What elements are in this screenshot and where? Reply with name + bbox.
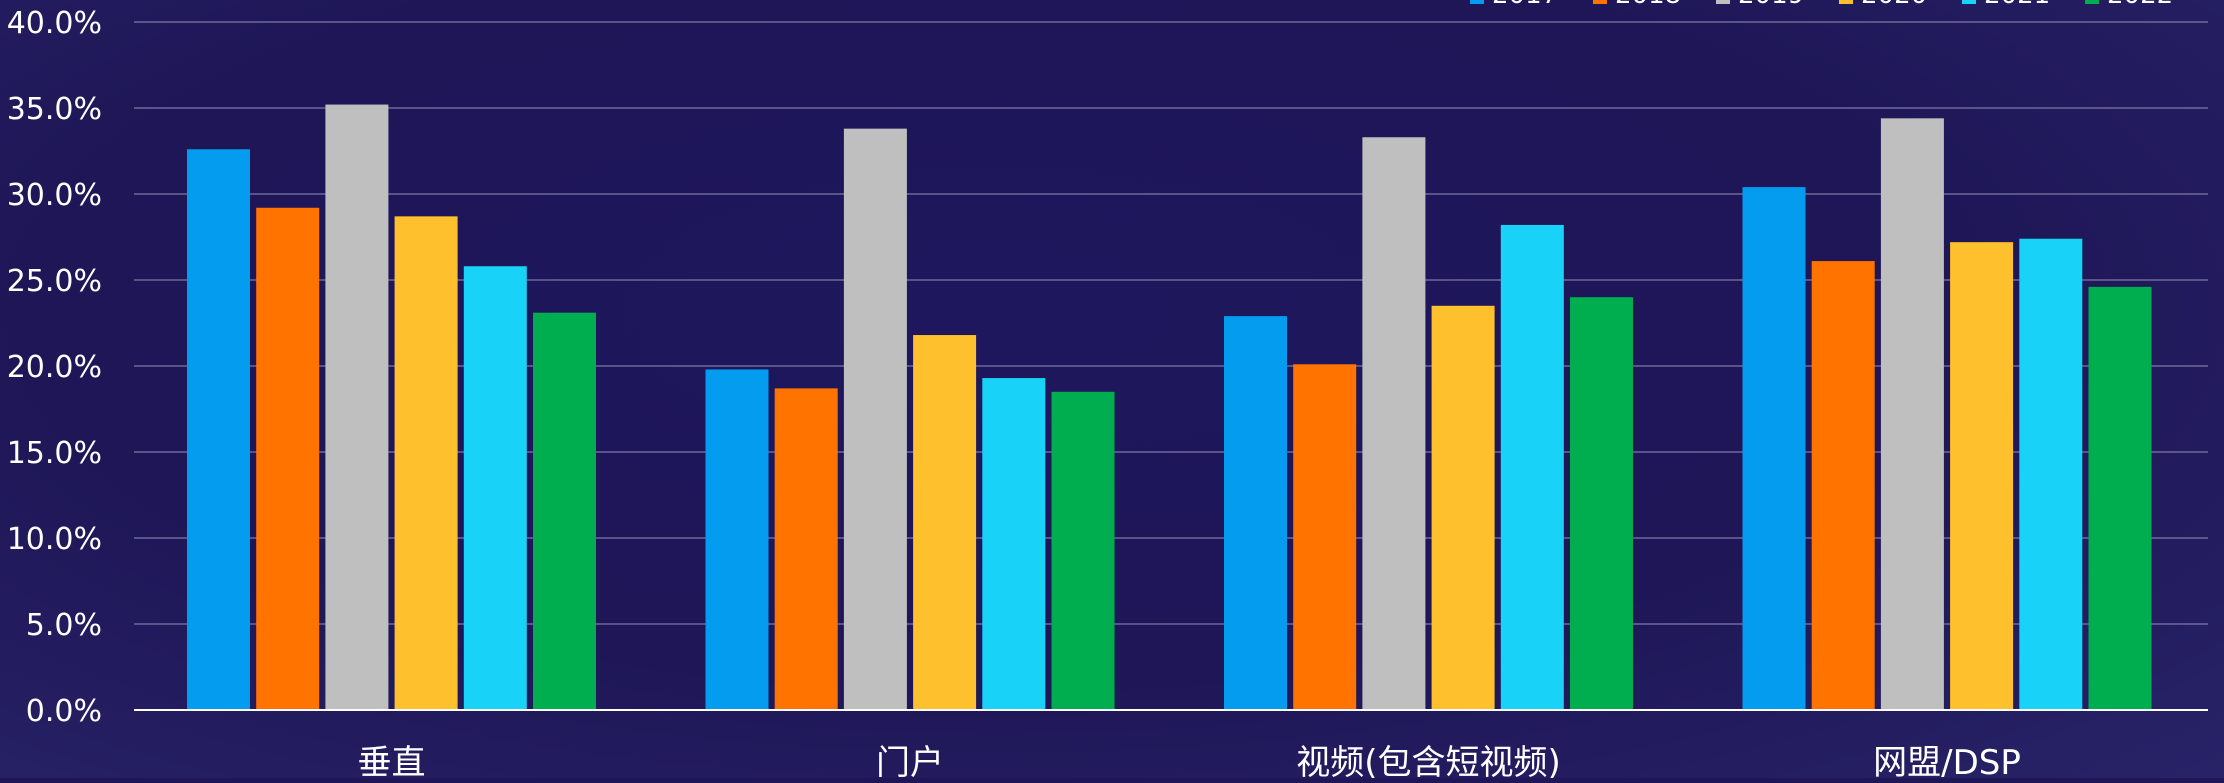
bar-2018-3 <box>1811 261 1875 710</box>
legend-label: 2021 <box>1984 0 2050 10</box>
legend-label: 2017 <box>1492 0 1558 10</box>
y-tick-label: 30.0% <box>7 178 102 213</box>
y-tick-label: 0.0% <box>26 694 102 729</box>
bar-2022-2 <box>1570 297 1633 710</box>
legend-item: 2019 <box>1716 0 1804 10</box>
legend-swatch <box>1593 0 1607 4</box>
y-tick-label: 35.0% <box>7 92 102 127</box>
x-category-label: 网盟/DSP <box>1873 743 2021 778</box>
bar-2021-0 <box>463 266 527 710</box>
legend-label: 2019 <box>1738 0 1804 10</box>
legend-swatch <box>1716 0 1730 4</box>
legend-item: 2020 <box>1839 0 1927 10</box>
bar-2019-2 <box>1362 137 1426 711</box>
bar-2021-1 <box>982 378 1046 710</box>
y-tick-label: 15.0% <box>7 436 102 471</box>
bar-2017-2 <box>1224 316 1287 710</box>
bar-2019-0 <box>325 104 389 710</box>
legend-item: 2022 <box>2085 0 2173 10</box>
bar-2022-3 <box>2088 286 2152 710</box>
bar-2017-3 <box>1742 187 1806 710</box>
legend-item: 2017 <box>1470 0 1558 10</box>
bar-2021-2 <box>1500 224 1564 710</box>
x-category-label: 视频(包含短视频) <box>1296 743 1561 778</box>
bar-2019-1 <box>843 128 907 710</box>
legend-item: 2018 <box>1593 0 1681 10</box>
axes: 0.0% 5.0% 10.0% 15.0% 20.0% 25.0% 30.0% 35.0% 40… <box>7 6 2208 783</box>
x-category-label: 门户 <box>876 743 944 778</box>
bar-2017-0 <box>187 149 250 710</box>
bar-2021-3 <box>2019 238 2083 710</box>
legend: 2017 2018 2019 2020 2021 2022 <box>1470 0 2173 10</box>
bar-2022-1 <box>1051 391 1115 710</box>
y-tick-label: 25.0% <box>7 264 102 299</box>
bars <box>187 104 2152 711</box>
legend-swatch <box>2085 0 2099 4</box>
bar-2017-1 <box>705 369 769 710</box>
bar-2022-0 <box>533 312 596 710</box>
y-tick-label: 40.0% <box>7 6 102 41</box>
legend-label: 2022 <box>2107 0 2173 10</box>
bar-2020-0 <box>394 216 458 711</box>
bar-2018-1 <box>774 388 838 710</box>
bar-2018-2 <box>1293 364 1357 710</box>
y-tick-label: 20.0% <box>7 350 102 385</box>
bar-2020-1 <box>913 335 977 710</box>
legend-item: 2021 <box>1962 0 2050 10</box>
y-tick-label: 10.0% <box>7 522 102 557</box>
legend-label: 2018 <box>1615 0 1681 10</box>
bar-2020-3 <box>1950 242 2014 710</box>
bar-2020-2 <box>1431 305 1495 710</box>
legend-swatch <box>1470 0 1484 4</box>
legend-label: 2020 <box>1861 0 1927 10</box>
bar-2019-3 <box>1880 118 1944 710</box>
legend-swatch <box>1962 0 1976 4</box>
bar-2018-0 <box>256 207 320 710</box>
x-category-label: 垂直 <box>358 743 426 778</box>
y-tick-label: 5.0% <box>26 608 102 643</box>
legend-swatch <box>1839 0 1853 4</box>
